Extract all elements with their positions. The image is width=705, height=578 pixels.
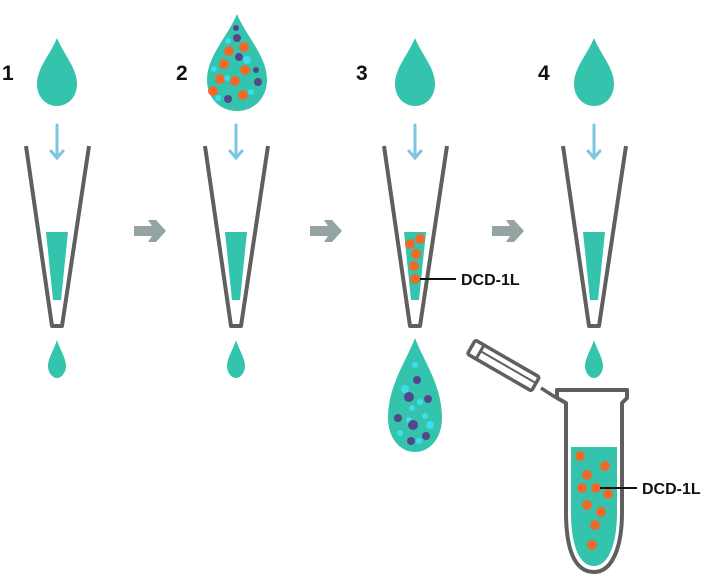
dark-particle <box>253 67 259 73</box>
dark-particle <box>235 53 243 61</box>
light-particle <box>412 362 418 368</box>
dark-particle <box>407 437 415 445</box>
target-particle <box>582 470 592 480</box>
target-particle <box>219 59 229 69</box>
target-particle <box>415 234 425 244</box>
light-particle <box>409 405 415 411</box>
target-particle <box>600 461 610 471</box>
target-particle <box>603 489 613 499</box>
target-particle <box>224 46 234 56</box>
flowthrough-drop <box>388 338 442 452</box>
target-particle <box>587 540 597 550</box>
tube-cap <box>466 339 541 392</box>
wash-drop <box>395 38 435 106</box>
light-particle <box>225 38 231 44</box>
flow-arrow <box>228 123 244 161</box>
step-1 <box>24 38 91 378</box>
target-particle <box>409 261 419 271</box>
input-drop <box>37 38 77 106</box>
flow-arrow <box>407 123 423 161</box>
dark-particle <box>233 34 241 42</box>
target-particle <box>239 42 249 52</box>
light-particle <box>215 95 221 101</box>
eluate-drop <box>227 340 245 378</box>
flow-arrow <box>586 123 602 161</box>
dark-particle <box>233 25 239 31</box>
column-outline <box>561 145 628 328</box>
target-particle <box>240 65 250 75</box>
dark-particle <box>254 78 262 86</box>
light-particle <box>248 89 254 95</box>
light-particle <box>224 75 230 81</box>
target-particle <box>575 451 585 461</box>
target-particle <box>411 249 421 259</box>
dark-particle <box>224 95 232 103</box>
eluted-particles <box>575 451 613 550</box>
flow-arrow <box>49 123 65 161</box>
step-3: DCD-1L <box>382 38 520 452</box>
eluate-drop <box>48 340 66 378</box>
light-particle <box>397 430 403 436</box>
dark-particle <box>424 395 432 403</box>
dark-particle <box>422 432 430 440</box>
target-particle <box>582 500 592 510</box>
dark-particle <box>404 392 414 402</box>
collection-tube: DCD-1L <box>466 339 701 574</box>
light-particle <box>243 56 251 64</box>
step-number-2: 2 <box>176 62 188 85</box>
dark-particle <box>413 376 421 384</box>
flowthrough-particles <box>394 362 434 445</box>
target-particle <box>591 483 601 493</box>
light-particle <box>426 421 434 429</box>
target-particle <box>596 507 606 517</box>
target-particle <box>230 76 240 86</box>
light-particle <box>211 66 217 72</box>
column-resin <box>46 232 68 300</box>
sample-particles <box>208 25 262 103</box>
target-particle <box>215 74 225 84</box>
step-2 <box>203 14 270 378</box>
light-particle <box>416 438 422 444</box>
dark-particle <box>408 420 418 430</box>
target-particle <box>410 274 420 284</box>
step-4: DCD-1L <box>466 38 701 574</box>
step-arrow-2-3 <box>310 220 342 242</box>
column-outline <box>203 145 270 328</box>
step-number-3: 3 <box>356 62 368 85</box>
target-particle <box>590 520 600 530</box>
eluate-drop <box>585 340 603 378</box>
light-particle <box>417 399 423 405</box>
elution-drop <box>574 38 614 106</box>
step-number-1: 1 <box>2 62 14 85</box>
dark-particle <box>394 414 402 422</box>
light-particle <box>422 413 428 419</box>
column-resin <box>225 232 247 300</box>
bound-particles <box>405 234 425 284</box>
step-number-4: 4 <box>538 62 550 85</box>
target-particle <box>208 86 218 96</box>
step-arrow-1-2 <box>134 220 166 242</box>
tube-label: DCD-1L <box>642 481 701 498</box>
light-particle <box>401 385 409 393</box>
target-particle <box>405 239 415 249</box>
target-particle <box>238 90 248 100</box>
step-arrow-3-4 <box>492 220 524 242</box>
column-resin <box>583 232 605 300</box>
column-outline <box>24 145 91 328</box>
column-label: DCD-1L <box>461 272 520 289</box>
column-outline <box>382 145 449 328</box>
target-particle <box>577 483 587 493</box>
sample-drop <box>207 14 267 111</box>
